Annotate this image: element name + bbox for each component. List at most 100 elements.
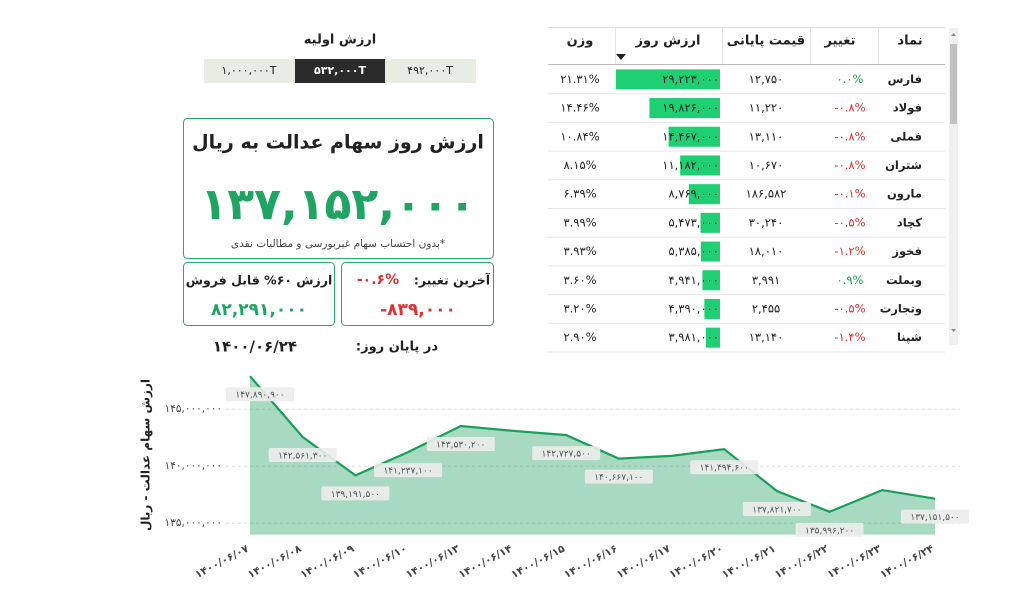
day-value: ۳,۹۸۱,۰۰۰ <box>668 330 719 344</box>
sellable-value: ۸۲,۲۹۱,۰۰۰ <box>211 300 307 320</box>
close-price: ۱۳,۱۴۰ <box>749 330 784 344</box>
day-value: ۲۹,۲۲۳,۰۰۰ <box>662 72 719 86</box>
symbol: فملی <box>890 129 922 143</box>
symbol: وتجارت <box>880 301 922 316</box>
change: -۱.۲% <box>834 244 865 258</box>
weight: ۳.۶۰% <box>563 273 596 287</box>
weight: ۱۴.۴۶% <box>560 101 599 115</box>
x-tick-label: ۱۴۰۰/۰۶/۲۳ <box>825 542 883 581</box>
close-price: ۱۲,۷۵۰ <box>749 72 784 86</box>
main-card-title: ارزش روز سهام عدالت به ریال <box>192 132 484 154</box>
main-card <box>183 118 494 259</box>
change: ۰.۹% <box>837 273 864 287</box>
x-tick-label: ۱۴۰۰/۰۶/۲۴ <box>878 542 936 581</box>
value-label: ۱۳۷,۱۵۱,۵۰۰ <box>910 513 959 523</box>
change-percent: -۰.۶% <box>357 272 399 288</box>
change-title: آخرین تغییر: <box>414 273 491 288</box>
value-label: ۱۳۵,۹۹۶,۲۰۰ <box>805 526 854 536</box>
column-header[interactable]: ارزش روز <box>635 34 701 49</box>
symbol: فولاد <box>893 101 922 116</box>
y-axis-title: ارزش سهام عدالت - ریال <box>139 379 154 531</box>
close-price: ۳,۹۹۱ <box>752 273 780 287</box>
selector-title: ارزش اولیه <box>304 33 377 48</box>
x-tick-label: ۱۴۰۰/۰۶/۱۰ <box>351 543 409 581</box>
column-header[interactable]: قیمت پایانی <box>727 34 805 49</box>
x-tick-label: ۱۴۰۰/۰۶/۰۷ <box>193 542 251 581</box>
symbol: مارون <box>887 187 922 202</box>
option-label[interactable]: ۵۳۲,۰۰۰T <box>314 64 366 77</box>
change: -۰.۵% <box>834 215 865 229</box>
day-value: ۵,۳۸۵,۰۰۰ <box>668 244 719 258</box>
x-tick-label: ۱۴۰۰/۰۶/۱۷ <box>615 542 673 581</box>
value-label-box <box>584 469 653 484</box>
change-card <box>341 262 494 326</box>
value-label-box <box>374 463 443 478</box>
value-bar <box>680 155 720 176</box>
weight: ۲.۹۰% <box>563 330 596 344</box>
column-header[interactable]: وزن <box>567 34 594 49</box>
option-button[interactable] <box>295 59 385 83</box>
symbol: فارس <box>888 72 922 86</box>
change: -۱.۴% <box>834 330 865 344</box>
y-tick-label: ۱۴۰,۰۰۰,۰۰۰ <box>165 460 222 472</box>
close-price: ۱۸,۰۱۰ <box>749 244 784 258</box>
scroll-up[interactable] <box>951 33 956 36</box>
end-of-day-date: ۱۴۰۰/۰۶/۲۴ <box>213 338 297 356</box>
weight: ۲۱.۳۱% <box>560 72 599 86</box>
column-header[interactable]: نماد <box>897 34 922 49</box>
value-bar <box>688 184 720 205</box>
value-label: ۱۳۷,۸۲۱,۷۰۰ <box>752 506 801 516</box>
weight: ۳.۲۰% <box>563 301 596 315</box>
weight: ۳.۹۳% <box>563 244 596 258</box>
symbol: شپنا <box>897 330 922 344</box>
day-value: ۴,۳۹۰,۰۰۰ <box>668 301 719 315</box>
x-tick-label: ۱۴۰۰/۰۶/۱۴ <box>457 542 515 581</box>
value-label-box <box>268 448 337 463</box>
sellable-card <box>183 262 335 326</box>
change-value: -۸۳۹,۰۰۰ <box>380 300 456 320</box>
main-card-note: *بدون احتساب سهام غیربورسی و مطالبات نقد… <box>231 238 445 250</box>
sellable-title: ارزش ۶۰% قابل فروش <box>186 273 332 288</box>
symbol: کچاد <box>897 215 923 229</box>
value-label-box <box>532 446 601 461</box>
close-price: ۱۳,۱۱۰ <box>749 129 784 143</box>
close-price: ۲,۴۵۵ <box>752 301 780 315</box>
option-button[interactable] <box>385 59 476 83</box>
change: -۰.۸% <box>834 101 865 115</box>
x-tick-label: ۱۴۰۰/۰۶/۱۳ <box>404 542 462 581</box>
option-label[interactable]: ۱,۰۰۰,۰۰۰T <box>221 64 276 77</box>
scrollbar-thumb[interactable] <box>950 44 957 124</box>
change: -۰.۸% <box>834 158 865 172</box>
value-bar <box>700 241 720 262</box>
column-header[interactable]: تغییر <box>824 34 856 49</box>
value-bar <box>700 212 720 233</box>
value-bar <box>668 126 720 147</box>
value-label-box <box>321 486 390 501</box>
weight: ۳.۹۹% <box>563 215 596 229</box>
option-button[interactable] <box>204 59 295 83</box>
value-label: ۱۴۱,۲۳۷,۱۰۰ <box>383 467 432 477</box>
y-tick-label: ۱۴۵,۰۰۰,۰۰۰ <box>165 403 222 415</box>
x-tick-label: ۱۴۰۰/۰۶/۲۲ <box>773 542 831 581</box>
option-label[interactable]: ۴۹۲,۰۰۰T <box>407 64 453 77</box>
change: -۰.۱% <box>834 187 865 201</box>
weight: ۱۰.۸۴% <box>560 129 599 143</box>
close-price: ۳۰,۲۴۰ <box>749 215 784 229</box>
value-label: ۱۴۳,۵۳۰,۲۰۰ <box>436 440 485 450</box>
day-value: ۸,۷۶۹,۰۰۰ <box>668 187 719 201</box>
value-label: ۱۳۹,۱۹۱,۵۰۰ <box>331 490 380 500</box>
day-value: ۵,۴۷۳,۰۰۰ <box>668 215 719 229</box>
value-bar <box>616 69 720 90</box>
scrollbar[interactable] <box>949 28 958 345</box>
x-tick-label: ۱۴۰۰/۰۶/۲۰ <box>667 543 725 581</box>
day-value: ۱۹,۸۲۶,۰۰۰ <box>662 101 719 115</box>
day-value: ۱۴,۴۶۷,۰۰۰ <box>662 129 719 143</box>
sort-icon[interactable] <box>616 54 626 60</box>
change: ۰.۰% <box>837 72 864 86</box>
close-price: ۱۸۶,۵۸۲ <box>746 187 787 201</box>
value-label-box <box>795 522 864 537</box>
scroll-down[interactable] <box>951 329 956 332</box>
end-of-day-label: در پایان روز: <box>356 340 438 355</box>
